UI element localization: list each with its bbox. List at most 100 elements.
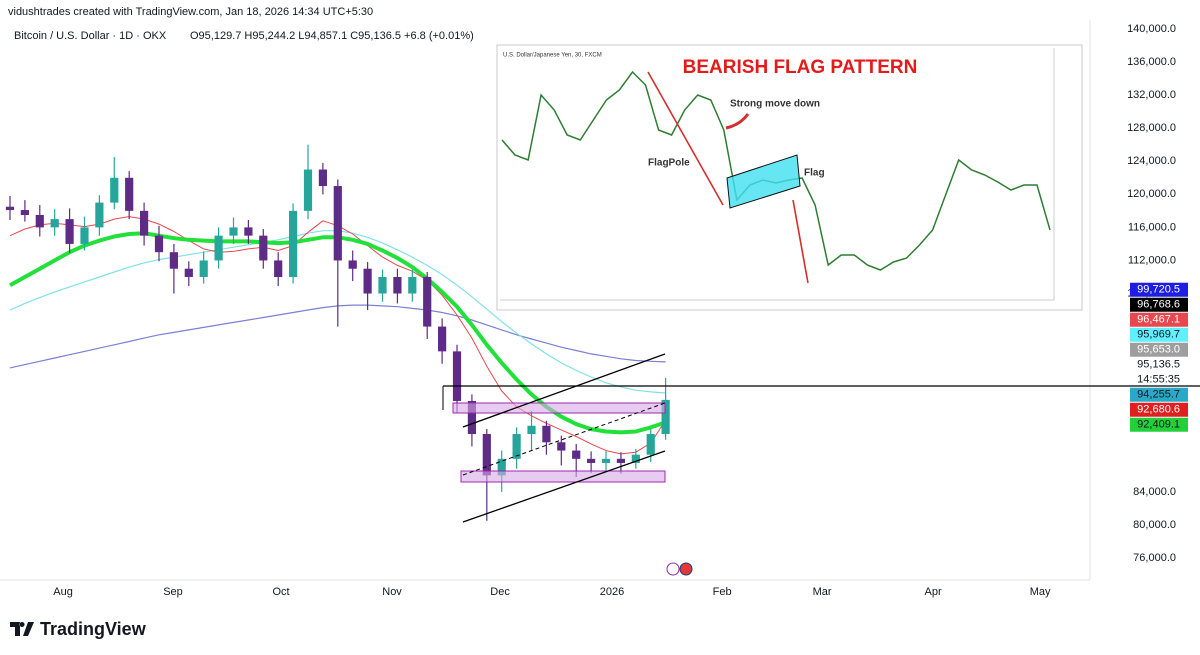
brand: TradingView <box>40 619 147 639</box>
price-label: 92,409.1 <box>1137 419 1180 431</box>
candle-body <box>572 450 581 459</box>
price-label: 95,969.7 <box>1137 329 1180 341</box>
candle-body <box>50 219 59 228</box>
price-label: 95,136.5 <box>1137 359 1180 371</box>
candle-body <box>154 235 164 253</box>
price-label-bg <box>1130 327 1188 342</box>
candle-body <box>169 252 178 269</box>
price-label-bg <box>1130 297 1188 312</box>
x-tick-label: Dec <box>490 586 510 598</box>
channel-top <box>462 353 666 428</box>
footer-logo: TradingView <box>10 619 147 639</box>
candle-body <box>497 458 506 476</box>
candle-body <box>348 260 357 269</box>
candle-body <box>557 442 566 451</box>
candle-body <box>542 425 551 443</box>
candle-body <box>125 177 134 211</box>
y-tick-label: 124,000.0 <box>1127 155 1176 167</box>
channel-bottom <box>462 450 666 523</box>
candle-body <box>378 276 387 294</box>
ohlc: O95,129.7 H95,244.2 L94,857.1 C95,136.5 … <box>190 30 474 42</box>
price-label-bg <box>1130 282 1188 297</box>
event-icon[interactable] <box>679 562 693 576</box>
price-label: 95,653.0 <box>1137 344 1180 356</box>
price-label-bg <box>1130 402 1188 417</box>
y-tick-label: 140,000.0 <box>1127 23 1176 35</box>
drawings <box>442 353 1200 576</box>
candle-body <box>199 260 208 277</box>
candle-body <box>184 268 193 277</box>
price-label: 96,467.1 <box>1137 314 1180 326</box>
inset-note: FlagPole <box>648 158 690 169</box>
candle-body <box>35 214 44 228</box>
channel-mid <box>462 402 666 476</box>
candle-body <box>110 177 119 203</box>
inset-note: Strong move down <box>730 99 820 110</box>
x-tick-label: May <box>1030 586 1051 598</box>
move-callout <box>725 113 750 130</box>
inset-source: U.S. Dollar/Japanese Yen, 30, FXCM <box>503 53 602 59</box>
price-label-bg <box>1130 312 1188 327</box>
x-tick-label: Sep <box>163 586 183 598</box>
y-tick-label: 84,000.0 <box>1133 486 1176 498</box>
y-tick-label: 136,000.0 <box>1127 56 1176 68</box>
candle-body <box>601 458 611 463</box>
price-label: 92,680.6 <box>1137 404 1180 416</box>
symbol: Bitcoin / U.S. Dollar · 1D · OKX <box>14 30 167 42</box>
price-label: 96,768.6 <box>1137 299 1180 311</box>
price-label: 99,720.5 <box>1137 284 1180 296</box>
y-tick-label: 76,000.0 <box>1133 552 1176 564</box>
zone-lower <box>460 470 666 483</box>
y-tick-label: 132,000.0 <box>1127 89 1176 101</box>
candle-body <box>214 235 223 261</box>
candle-body <box>289 210 298 277</box>
candle-body <box>616 458 626 463</box>
x-tick-label: Feb <box>713 586 732 598</box>
candle-body <box>527 425 536 435</box>
x-tick-label: Oct <box>272 586 289 598</box>
candle-body <box>274 260 283 277</box>
candle-body <box>587 458 596 463</box>
y-tick-label: 80,000.0 <box>1133 519 1176 531</box>
y-tick-label: 128,000.0 <box>1127 122 1176 134</box>
event-icon[interactable] <box>666 562 680 576</box>
inset-title: BEARISH FLAG PATTERN <box>683 57 918 78</box>
creator-line: vidushtrades created with TradingView.co… <box>8 6 373 18</box>
price-label-bg <box>1130 417 1188 432</box>
candle-body <box>139 210 149 236</box>
candle-body <box>512 434 521 459</box>
candle-body <box>333 186 342 261</box>
move-arrow <box>792 199 809 284</box>
candle-body <box>229 227 238 236</box>
candle-body <box>244 227 253 236</box>
candle-body <box>5 206 15 211</box>
candle-body <box>80 227 89 244</box>
x-tick-label: Nov <box>382 586 402 598</box>
candle-body <box>318 169 327 187</box>
candle-body <box>95 202 104 228</box>
candle-body <box>438 326 447 352</box>
candle-body <box>452 351 462 401</box>
candle-body <box>408 276 417 294</box>
x-tick-label: Mar <box>813 586 832 598</box>
price-label: 94,255.7 <box>1137 389 1180 401</box>
candle-body <box>259 235 268 261</box>
y-tick-label: 116,000.0 <box>1128 221 1176 233</box>
candle-body <box>20 210 29 215</box>
candle-body <box>393 276 402 294</box>
candle-body <box>646 434 655 455</box>
inset-image: U.S. Dollar/Japanese Yen, 30, FXCM BEARI… <box>496 44 1083 311</box>
inset-note: Flag <box>804 168 825 179</box>
y-tick-label: 112,000.0 <box>1128 254 1176 266</box>
flagpole-arrow <box>647 71 724 206</box>
candle-body <box>423 276 432 327</box>
countdown: 14:55:35 <box>1137 374 1180 386</box>
x-tick-label: Aug <box>53 586 73 598</box>
price-label-bg <box>1130 357 1188 372</box>
candle-body <box>303 169 313 211</box>
candle-body <box>363 268 372 294</box>
price-label-bg <box>1130 387 1188 402</box>
candle-body <box>631 454 640 463</box>
x-tick-label: Apr <box>925 586 942 598</box>
